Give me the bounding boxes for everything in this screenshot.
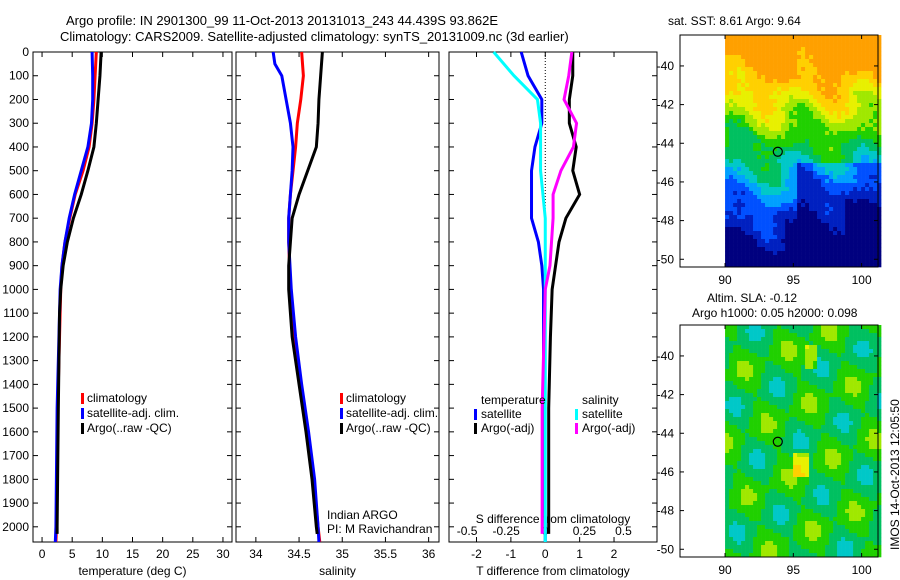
legend-swatch — [474, 409, 477, 420]
legend-swatch — [81, 393, 84, 404]
x-tick-label: 0 — [542, 547, 549, 561]
x-tick-label: 1 — [576, 547, 583, 561]
y-tick-label: 300 — [9, 116, 29, 130]
y-tick-label: 0 — [22, 45, 29, 59]
y-tick-label: 1600 — [2, 425, 29, 439]
legend-header: salinity — [582, 393, 619, 407]
legend-label: Argo(-adj) — [582, 421, 635, 435]
x-tick-label: 5 — [69, 547, 76, 561]
x2-tick-label: -0.25 — [492, 524, 520, 538]
x-tick-label: 36 — [422, 547, 436, 561]
legend-label: Argo(-adj) — [481, 421, 534, 435]
lat-tick-label: -44 — [657, 426, 675, 440]
legend-label: Argo(..raw -QC) — [346, 421, 431, 435]
legend-swatch — [81, 408, 84, 419]
legend-swatch — [340, 393, 343, 404]
y-tick-label: 700 — [9, 211, 29, 225]
lat-tick-label: -50 — [657, 542, 675, 556]
y-tick-label: 1100 — [3, 306, 29, 320]
lat-tick-label: -42 — [657, 388, 675, 402]
lon-tick-label: 100 — [852, 563, 872, 577]
lon-tick-label: 95 — [787, 563, 801, 577]
sst-field — [725, 35, 881, 267]
lat-tick-label: -44 — [657, 136, 675, 150]
x-tick-label: -2 — [471, 547, 482, 561]
y-tick-label: 600 — [9, 187, 29, 201]
x-tick-label: 30 — [216, 547, 230, 561]
y-tick-label: 400 — [9, 140, 29, 154]
y-tick-label: 100 — [9, 69, 29, 83]
legend-swatch — [340, 408, 343, 419]
lat-tick-label: -40 — [657, 59, 675, 73]
lat-tick-label: -46 — [657, 175, 675, 189]
x-tick-label: 35.5 — [374, 547, 398, 561]
x-axis-label: salinity — [319, 564, 356, 578]
legend-label: satellite-adj. clim. — [87, 406, 179, 420]
legend-label: climatology — [87, 391, 147, 405]
y-tick-label: 1300 — [2, 354, 29, 368]
legend-label: climatology — [346, 391, 406, 405]
legend-swatch — [474, 423, 477, 434]
y-tick-label: 1500 — [2, 401, 29, 415]
lat-tick-label: -42 — [657, 98, 675, 112]
annotation: Indian ARGO — [327, 508, 398, 522]
legend-label: satellite — [481, 407, 522, 421]
annotation: PI: M Ravichandran — [327, 522, 432, 536]
y-tick-label: 500 — [9, 164, 29, 178]
lat-tick-label: -50 — [657, 252, 675, 266]
lon-tick-label: 90 — [718, 563, 732, 577]
legend-header: temperature — [481, 393, 546, 407]
series-line-argo-raw-qc- — [289, 52, 323, 534]
y-tick-label: 1900 — [2, 496, 29, 510]
x-tick-label: 20 — [156, 547, 170, 561]
y-tick-label: 200 — [9, 92, 29, 106]
series-line-argo-raw-qc- — [57, 52, 101, 534]
legend-label: satellite-adj. clim. — [346, 406, 438, 420]
axes-frame-1 — [236, 52, 439, 542]
x-tick-label: -1 — [506, 547, 517, 561]
y-tick-label: 1200 — [2, 330, 29, 344]
x-tick-label: 34 — [249, 547, 263, 561]
series-line-s-satellite — [494, 52, 546, 542]
x-tick-label: 0 — [39, 547, 46, 561]
sla-field — [725, 325, 881, 557]
lon-tick-label: 90 — [718, 273, 732, 287]
y-tick-label: 1800 — [2, 472, 29, 486]
x-axis-label: T difference from climatology — [476, 564, 630, 578]
x-tick-label: 2 — [611, 547, 618, 561]
x-tick-label: 35 — [336, 547, 350, 561]
x2-tick-label: -0.5 — [457, 524, 478, 538]
lat-tick-label: -40 — [657, 349, 675, 363]
y-tick-label: 2000 — [2, 520, 29, 534]
x-tick-label: 34.5 — [287, 547, 311, 561]
figure: 0100200300400500600700800900100011001200… — [0, 0, 900, 580]
y-tick-label: 900 — [9, 259, 29, 273]
y-tick-label: 1700 — [2, 449, 29, 463]
lat-tick-label: -48 — [657, 214, 675, 228]
x-axis-label: temperature (deg C) — [78, 564, 186, 578]
legend-swatch — [81, 423, 84, 434]
x2-axis-label: S difference from climatology — [476, 512, 631, 526]
axes-frame-0 — [33, 52, 232, 542]
x-tick-label: 10 — [96, 547, 110, 561]
lat-tick-label: -46 — [657, 465, 675, 479]
legend-swatch — [575, 423, 578, 434]
legend-swatch — [575, 409, 578, 420]
x2-tick-label: 0.25 — [573, 524, 597, 538]
y-tick-label: 1000 — [2, 282, 29, 296]
x-tick-label: 25 — [186, 547, 200, 561]
lon-tick-label: 100 — [852, 273, 872, 287]
legend-swatch — [340, 423, 343, 434]
lat-tick-label: -48 — [657, 504, 675, 518]
x2-tick-label: 0.5 — [615, 524, 632, 538]
y-tick-label: 1400 — [2, 377, 29, 391]
legend-label: satellite — [582, 407, 623, 421]
lon-tick-label: 95 — [787, 273, 801, 287]
legend-label: Argo(..raw -QC) — [87, 421, 172, 435]
x-tick-label: 15 — [126, 547, 140, 561]
y-tick-label: 800 — [9, 235, 29, 249]
